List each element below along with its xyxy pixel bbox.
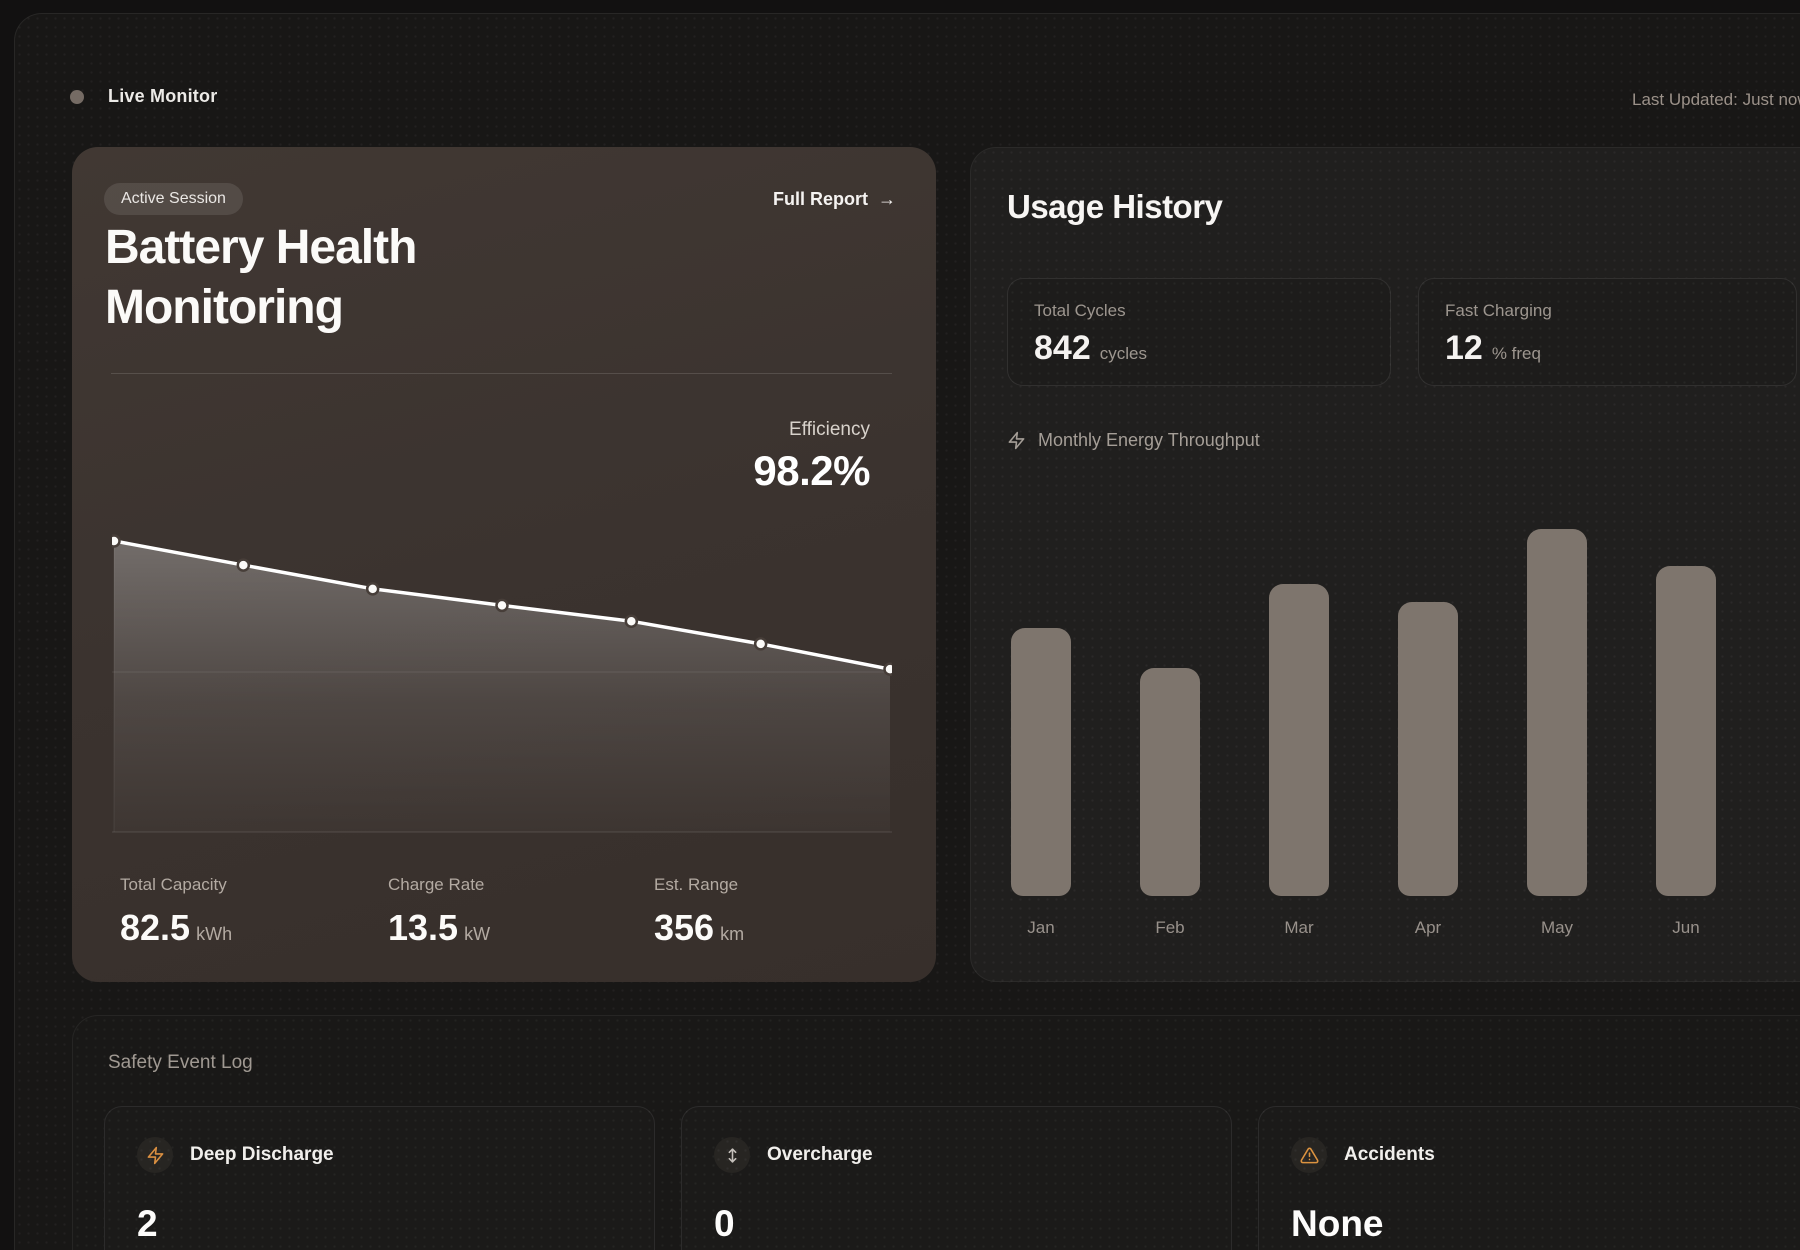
stat-est-range: Est. Range 356 km xyxy=(654,875,744,949)
event-label: Deep Discharge xyxy=(190,1144,334,1165)
battery-trend-area-chart xyxy=(112,534,892,833)
stat-label: Fast Charging xyxy=(1445,301,1552,320)
stat-unit: % freq xyxy=(1491,344,1541,363)
event-head: Accidents xyxy=(1291,1137,1776,1173)
stat-label: Charge Rate xyxy=(388,875,485,894)
stat-number: 356 xyxy=(654,907,715,948)
icon-circle xyxy=(714,1137,750,1173)
stat-box-fast-charging: Fast Charging 12 % freq xyxy=(1418,278,1797,386)
active-session-badge: Active Session xyxy=(104,183,243,215)
bar-feb xyxy=(1140,668,1200,896)
status-dot-icon xyxy=(70,89,84,104)
icon-circle xyxy=(137,1137,173,1173)
stat-value: 356 km xyxy=(654,907,744,949)
stat-number: 82.5 xyxy=(120,907,191,948)
event-head: Deep Discharge xyxy=(137,1137,622,1173)
title-line-1: Battery Health xyxy=(105,221,417,274)
stat-value: 842 cycles xyxy=(1034,329,1364,368)
stat-label: Est. Range xyxy=(654,875,739,894)
monthly-throughput-bar-chart: Jan Feb Mar Apr May Jun xyxy=(1007,478,1797,938)
throughput-chart-header: Monthly Energy Throughput xyxy=(1007,430,1260,451)
efficiency-value: 98.2% xyxy=(753,447,870,494)
stat-unit: kW xyxy=(464,924,491,944)
safety-event-log-card: Safety Event Log Deep Discharge 2 Overch… xyxy=(72,1015,1800,1250)
arrow-right-icon: → xyxy=(878,189,896,209)
bar-mar xyxy=(1269,584,1329,896)
arrows-vertical-icon xyxy=(728,1147,736,1163)
full-report-label: Full Report xyxy=(773,189,868,209)
live-monitor: Live Monitor xyxy=(70,86,217,107)
stat-charge-rate: Charge Rate 13.5 kW xyxy=(388,875,490,949)
event-box-deep-discharge: Deep Discharge 2 xyxy=(104,1106,655,1250)
stat-label: Total Cycles xyxy=(1034,301,1126,320)
divider xyxy=(111,373,892,374)
battery-health-card: Active Session Full Report → Battery Hea… xyxy=(72,147,936,982)
bolt-icon xyxy=(147,1146,163,1164)
stat-number: 13.5 xyxy=(388,907,459,948)
live-monitor-label: Live Monitor xyxy=(108,86,218,106)
stat-number: 842 xyxy=(1034,329,1091,367)
event-value: None xyxy=(1291,1203,1384,1244)
usage-history-title: Usage History xyxy=(1007,188,1223,225)
bolt-icon xyxy=(1008,431,1025,450)
bar-label-may: May xyxy=(1540,918,1574,937)
stat-value: 82.5 kWh xyxy=(120,907,232,949)
bar-label-jan: Jan xyxy=(1027,918,1055,937)
battery-stats-row: Total Capacity 82.5 kWh Charge Rate 13.5 k… xyxy=(72,875,936,975)
safety-event-boxes: Deep Discharge 2 Overcharge 0 Accidents … xyxy=(104,1106,1800,1250)
title-line-2: Monitoring xyxy=(105,281,344,334)
bar-label-mar: Mar xyxy=(1284,918,1314,937)
bar-label-jun: Jun xyxy=(1672,918,1700,937)
event-head: Overcharge xyxy=(714,1137,1199,1173)
last-updated-text: Last Updated: Just now xyxy=(1632,90,1800,109)
bar-jan xyxy=(1011,628,1071,896)
full-report-button[interactable]: Full Report → xyxy=(773,189,896,210)
safety-event-log-title: Safety Event Log xyxy=(108,1052,253,1073)
stat-label: Total Capacity xyxy=(120,875,227,894)
bar-may xyxy=(1527,529,1587,896)
bar-label-apr: Apr xyxy=(1414,918,1442,937)
stat-unit: km xyxy=(720,924,745,944)
bar-apr xyxy=(1398,602,1458,896)
battery-card-title: Battery Health Monitoring xyxy=(105,218,417,338)
event-value: 0 xyxy=(714,1203,735,1244)
event-label: Overcharge xyxy=(767,1144,873,1165)
throughput-chart-label: Monthly Energy Throughput xyxy=(1038,430,1260,450)
stat-number: 12 xyxy=(1445,329,1483,367)
stat-box-total-cycles: Total Cycles 842 cycles xyxy=(1007,278,1391,386)
event-box-overcharge: Overcharge 0 xyxy=(681,1106,1232,1250)
stat-value: 13.5 kW xyxy=(388,907,490,949)
stat-unit: cycles xyxy=(1099,344,1147,363)
usage-stats-row: Total Cycles 842 cycles Fast Charging 12… xyxy=(1007,278,1797,386)
bar-jun xyxy=(1656,566,1716,896)
event-value: 2 xyxy=(137,1203,158,1244)
efficiency-readout: Efficiency 98.2% xyxy=(753,419,870,495)
event-label: Accidents xyxy=(1344,1144,1435,1165)
usage-history-card: Usage History Total Cycles 842 cycles Fa… xyxy=(970,147,1800,982)
warning-triangle-icon xyxy=(1299,1147,1319,1163)
icon-circle xyxy=(1291,1137,1327,1173)
bar-label-feb: Feb xyxy=(1155,918,1185,937)
stat-total-capacity: Total Capacity 82.5 kWh xyxy=(120,875,232,949)
efficiency-label: Efficiency xyxy=(789,419,870,440)
event-box-accidents: Accidents None xyxy=(1258,1106,1800,1250)
stat-value: 12 % freq xyxy=(1445,329,1770,368)
stat-unit: kWh xyxy=(196,924,233,944)
